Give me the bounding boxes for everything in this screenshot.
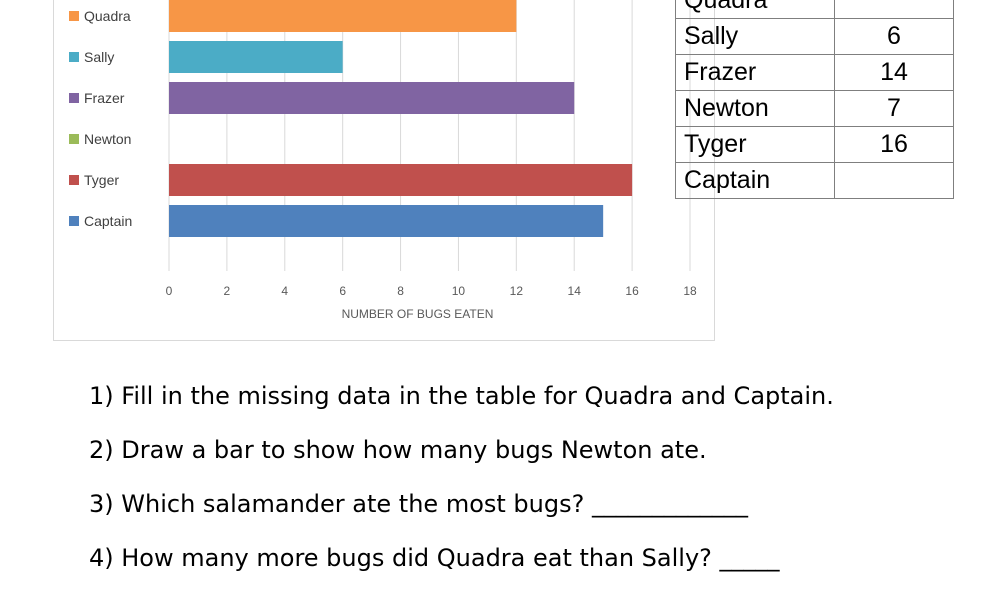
table-value-cell: 7 bbox=[834, 90, 954, 127]
bar-frazer bbox=[169, 82, 575, 114]
question-2: 2) Draw a bar to show how many bugs Newt… bbox=[89, 436, 707, 464]
legend: Quadra Sally Frazer Newton Tyger Captain bbox=[69, 8, 132, 229]
table-name-cell: Quadra bbox=[675, 0, 835, 19]
x-tick-label: 2 bbox=[224, 284, 231, 298]
table-name-cell: Sally bbox=[675, 18, 835, 55]
x-tick-label: 18 bbox=[683, 284, 697, 298]
x-tick-label: 0 bbox=[166, 284, 173, 298]
x-tick-label: 16 bbox=[625, 284, 639, 298]
legend-swatch bbox=[69, 93, 79, 103]
x-tick-label: 8 bbox=[397, 284, 404, 298]
legend-swatch bbox=[69, 11, 79, 21]
x-tick-label: 12 bbox=[510, 284, 524, 298]
bugs-data-table: Quadra Sally 6 Frazer 14 Newton 7 Tyger 16 Captai… bbox=[675, 0, 954, 199]
bar-chart: Quadra Sally Frazer Newton Tyger Captain 0 2 4 6… bbox=[53, 0, 715, 341]
table-row: Captain bbox=[675, 162, 954, 199]
table-value-cell bbox=[834, 0, 954, 19]
table-row: Quadra bbox=[675, 0, 954, 19]
question-4: 4) How many more bugs did Quadra eat tha… bbox=[89, 544, 780, 572]
legend-label: Sally bbox=[84, 49, 114, 65]
bar-captain bbox=[169, 205, 604, 237]
legend-swatch bbox=[69, 216, 79, 226]
table-name-cell: Newton bbox=[675, 90, 835, 127]
table-name-cell: Frazer bbox=[675, 54, 835, 91]
bars bbox=[169, 0, 633, 237]
legend-label: Tyger bbox=[84, 172, 119, 188]
legend-label: Captain bbox=[84, 213, 132, 229]
table-row: Frazer 14 bbox=[675, 54, 954, 91]
table-value-cell: 6 bbox=[834, 18, 954, 55]
table-row: Tyger 16 bbox=[675, 126, 954, 163]
bar-tyger bbox=[169, 164, 633, 196]
x-tick-label: 10 bbox=[452, 284, 466, 298]
x-tick-label: 4 bbox=[281, 284, 288, 298]
question-3: 3) Which salamander ate the most bugs? _… bbox=[89, 490, 748, 518]
table-name-cell: Tyger bbox=[675, 126, 835, 163]
legend-label: Quadra bbox=[84, 8, 131, 24]
x-tick-label: 14 bbox=[568, 284, 582, 298]
legend-label: Frazer bbox=[84, 90, 125, 106]
legend-swatch bbox=[69, 134, 79, 144]
x-axis-title: NUMBER OF BUGS EATEN bbox=[342, 307, 494, 321]
table-row: Sally 6 bbox=[675, 18, 954, 55]
bar-quadra bbox=[169, 0, 517, 32]
chart-canvas: Quadra Sally Frazer Newton Tyger Captain 0 2 4 6… bbox=[69, 0, 697, 321]
table-name-cell: Captain bbox=[675, 162, 835, 199]
question-list: 1) Fill in the missing data in the table… bbox=[89, 376, 979, 592]
legend-swatch bbox=[69, 175, 79, 185]
gridlines bbox=[168, 0, 691, 271]
table-value-cell: 14 bbox=[834, 54, 954, 91]
x-axis-ticks: 0 2 4 6 8 10 12 14 16 18 bbox=[166, 284, 697, 298]
table-value-cell bbox=[834, 162, 954, 199]
question-1: 1) Fill in the missing data in the table… bbox=[89, 382, 834, 410]
bar-sally bbox=[169, 41, 343, 73]
table-row: Newton 7 bbox=[675, 90, 954, 127]
legend-swatch bbox=[69, 52, 79, 62]
table-value-cell: 16 bbox=[834, 126, 954, 163]
legend-label: Newton bbox=[84, 131, 131, 147]
x-tick-label: 6 bbox=[339, 284, 346, 298]
